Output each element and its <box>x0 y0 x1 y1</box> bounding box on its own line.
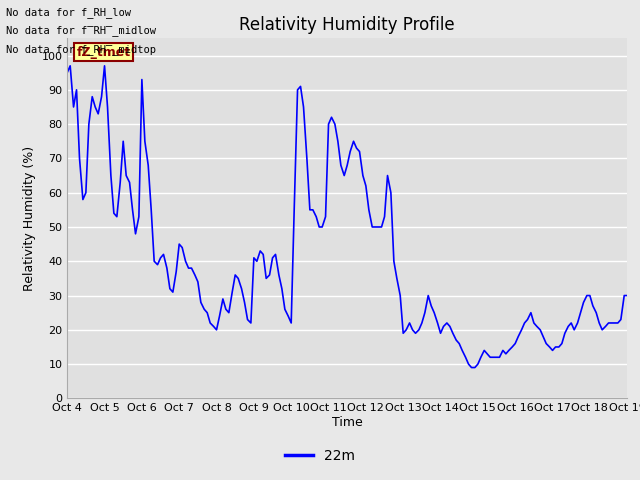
Title: Relativity Humidity Profile: Relativity Humidity Profile <box>239 16 455 34</box>
Y-axis label: Relativity Humidity (%): Relativity Humidity (%) <box>23 146 36 291</box>
Text: fZ_tmet: fZ_tmet <box>77 46 131 59</box>
Text: No data for f̅RH̅_midlow: No data for f̅RH̅_midlow <box>6 25 156 36</box>
Legend: 22m: 22m <box>280 443 360 468</box>
Text: No data for f_RH̅_midtop: No data for f_RH̅_midtop <box>6 44 156 55</box>
Text: No data for f_RH_low: No data for f_RH_low <box>6 7 131 18</box>
X-axis label: Time: Time <box>332 416 363 429</box>
